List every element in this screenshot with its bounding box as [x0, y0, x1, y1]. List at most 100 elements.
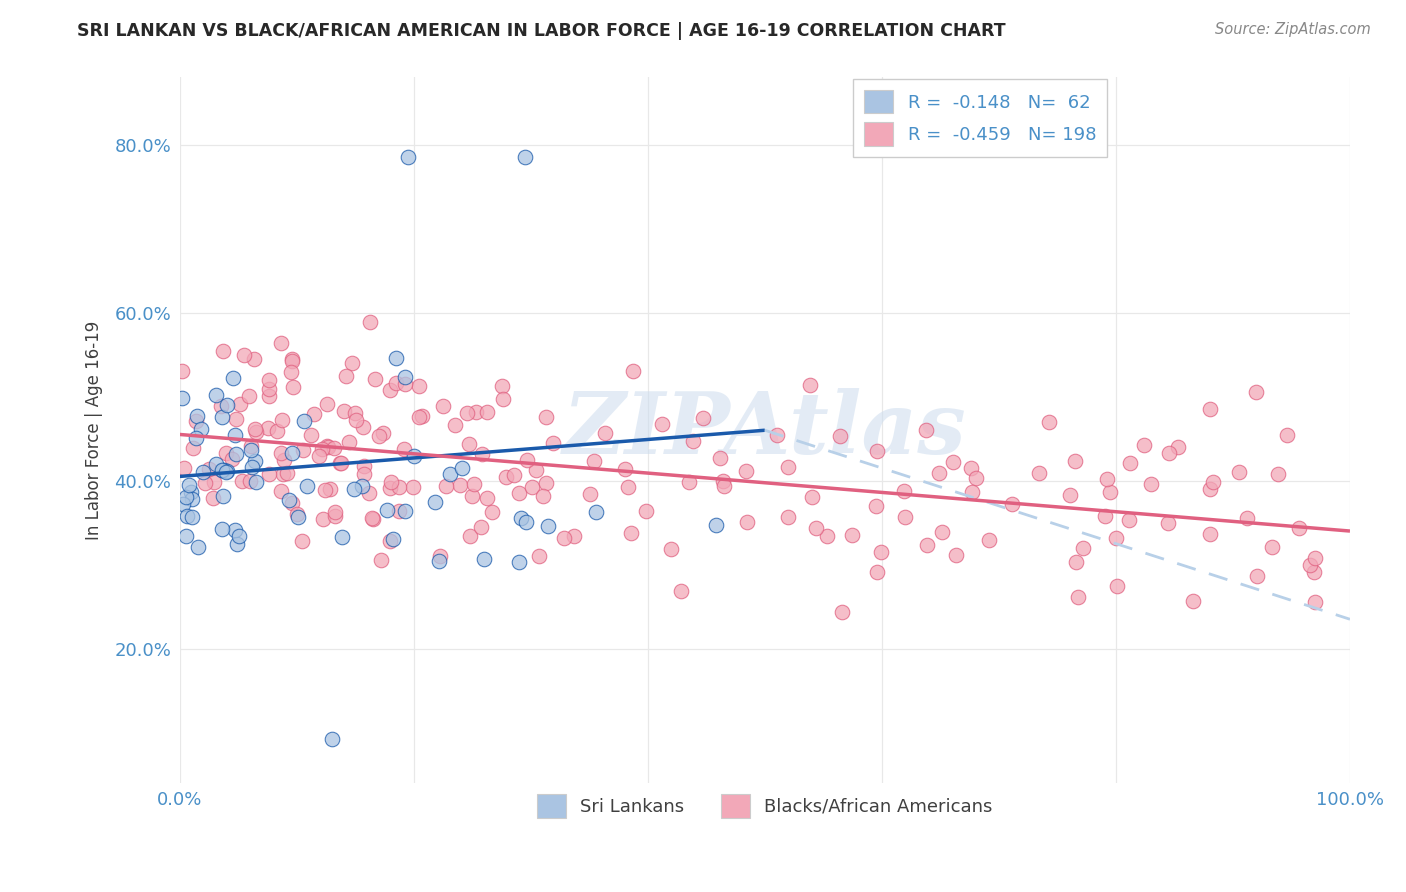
Point [221, 452, 243, 467]
Point [270, 483, 292, 498]
Point [704, 518, 727, 533]
Point [915, 424, 938, 438]
Point [402, 480, 425, 494]
Point [621, 364, 644, 378]
Point [432, 400, 454, 414]
Point [866, 443, 889, 458]
Point [766, 427, 789, 442]
Point [866, 566, 889, 580]
Point [1298, 558, 1320, 572]
Point [378, 383, 401, 397]
Point [928, 466, 950, 480]
Point [344, 406, 367, 420]
Point [585, 505, 607, 519]
Point [378, 481, 401, 495]
Point [278, 493, 301, 508]
Point [243, 453, 266, 467]
Point [329, 456, 352, 470]
Point [371, 425, 394, 440]
Point [211, 410, 233, 425]
Point [181, 442, 204, 456]
Point [1095, 472, 1118, 486]
Point [515, 515, 537, 529]
Point [394, 504, 416, 518]
Point [245, 425, 267, 439]
Point [257, 373, 280, 387]
Point [1227, 466, 1250, 480]
Point [281, 352, 304, 367]
Point [172, 497, 194, 511]
Point [634, 504, 657, 518]
Point [534, 476, 557, 491]
Point [316, 439, 339, 453]
Point [224, 428, 246, 442]
Point [361, 512, 384, 526]
Point [1038, 416, 1060, 430]
Point [388, 480, 411, 494]
Point [443, 417, 465, 432]
Point [537, 519, 560, 533]
Point [180, 485, 202, 500]
Point [396, 150, 419, 164]
Point [841, 528, 863, 542]
Point [1105, 531, 1128, 545]
Point [215, 446, 238, 460]
Point [423, 494, 446, 508]
Point [380, 475, 402, 490]
Point [553, 531, 575, 545]
Point [270, 335, 292, 350]
Point [239, 474, 262, 488]
Point [776, 510, 799, 524]
Point [211, 463, 233, 477]
Point [463, 476, 485, 491]
Point [1198, 482, 1220, 496]
Point [434, 478, 457, 492]
Point [620, 525, 643, 540]
Point [176, 491, 198, 505]
Point [308, 450, 330, 464]
Point [578, 487, 600, 501]
Point [471, 447, 494, 461]
Point [692, 410, 714, 425]
Point [224, 524, 246, 538]
Point [222, 370, 245, 384]
Point [804, 521, 827, 535]
Point [280, 496, 302, 510]
Point [319, 482, 342, 496]
Point [357, 485, 380, 500]
Legend: Sri Lankans, Blacks/African Americans: Sri Lankans, Blacks/African Americans [530, 787, 1000, 825]
Point [388, 504, 411, 518]
Point [776, 460, 799, 475]
Point [360, 511, 382, 525]
Point [1277, 428, 1299, 442]
Point [1094, 509, 1116, 524]
Point [273, 467, 295, 481]
Point [1105, 579, 1128, 593]
Point [491, 379, 513, 393]
Point [285, 507, 308, 521]
Point [378, 533, 401, 548]
Point [266, 425, 288, 439]
Point [257, 382, 280, 396]
Point [368, 429, 391, 443]
Point [259, 389, 281, 403]
Point [382, 533, 405, 547]
Point [370, 553, 392, 567]
Point [205, 457, 228, 471]
Point [280, 354, 302, 368]
Point [524, 463, 547, 477]
Point [1098, 485, 1121, 500]
Point [225, 537, 247, 551]
Point [942, 455, 965, 469]
Point [536, 409, 558, 424]
Point [364, 372, 387, 386]
Point [799, 378, 821, 392]
Point [257, 421, 280, 435]
Point [173, 461, 195, 475]
Point [734, 464, 756, 478]
Point [481, 505, 503, 519]
Point [332, 530, 354, 544]
Point [273, 452, 295, 467]
Point [202, 475, 225, 489]
Point [240, 459, 263, 474]
